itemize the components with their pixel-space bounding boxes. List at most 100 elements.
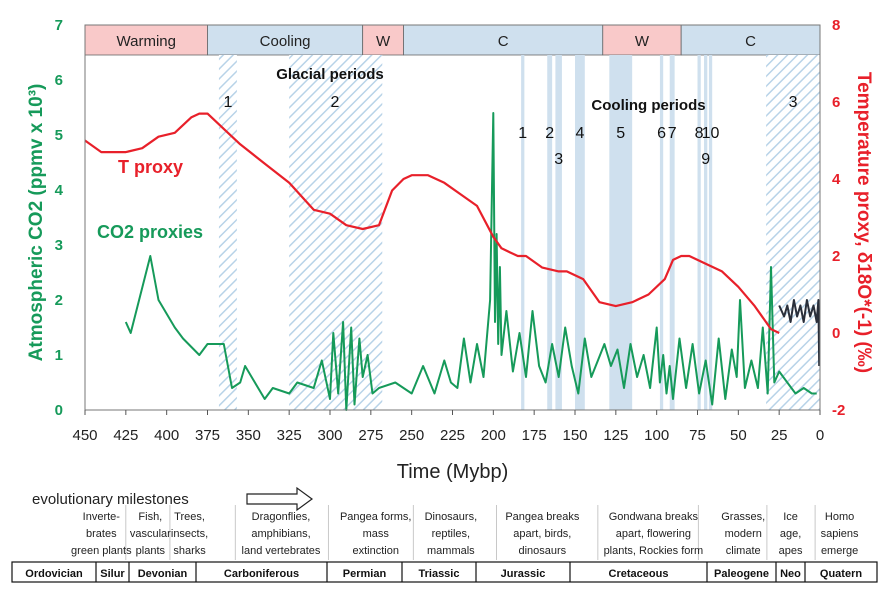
x-tick-label: 50 [730, 427, 747, 444]
y-left-tick-label: 2 [55, 292, 63, 309]
y-left-tick-label: 6 [55, 72, 63, 89]
x-tick-label: 200 [481, 427, 506, 444]
climate-band-label: W [376, 33, 391, 50]
cooling-period-region [669, 55, 675, 410]
climate-band-cool [403, 24, 604, 56]
y-left-tick-label: 3 [55, 237, 63, 254]
milestone-text: apart, birds, [513, 528, 571, 540]
milestone-text: Grasses, [721, 511, 765, 523]
cooling-period-number: 2 [545, 125, 554, 142]
y-right-tick-label: 4 [832, 171, 841, 188]
x-tick-label: 125 [603, 427, 628, 444]
glacial-period-region [218, 55, 237, 410]
x-tick-label: 400 [154, 427, 179, 444]
milestone-text: insects, [171, 528, 208, 540]
y-right-tick-label: 6 [832, 94, 840, 111]
milestone-text: Gondwana breaks [609, 511, 699, 523]
y-right-tick-label: 2 [832, 248, 840, 265]
cooling-period-region [697, 55, 701, 410]
climate-band-warm [602, 24, 682, 56]
y-left-tick-label: 7 [55, 17, 63, 34]
milestone-text: extinction [352, 545, 398, 557]
climate-band-label: W [635, 33, 650, 50]
milestone-text: modern [725, 528, 762, 540]
milestone-text: plants, Rockies form [604, 545, 704, 557]
y-right-axis-title: Temperature proxy, δ18O*(-1) (‰) [853, 72, 874, 373]
x-tick-label: 275 [358, 427, 383, 444]
y-right-tick-label: 8 [832, 17, 840, 34]
y-left-tick-label: 1 [55, 347, 63, 364]
climate-band-label: Cooling [260, 33, 311, 50]
milestone-text: Dragonflies, [252, 511, 311, 523]
milestone-text: Homo [825, 511, 854, 523]
milestone-text: reptiles, [432, 528, 471, 540]
cooling-period-number: 10 [702, 125, 720, 142]
x-tick-label: 150 [562, 427, 587, 444]
x-tick-label: 225 [440, 427, 465, 444]
milestone-text: Ice [783, 511, 798, 523]
milestone-text: Dinosaurs, [425, 511, 478, 523]
glacial-periods-title: Glacial periods [276, 66, 384, 83]
cooling-period-region [609, 55, 633, 410]
x-tick-label: 25 [771, 427, 788, 444]
glacial-period-number: 3 [789, 94, 798, 111]
glacial-period-number: 1 [223, 94, 232, 111]
cooling-period-region [521, 55, 525, 410]
x-tick-label: 300 [317, 427, 342, 444]
milestone-text: green plants [71, 545, 132, 557]
geologic-period-label: Triassic [419, 568, 460, 580]
evolutionary-milestones-label: evolutionary milestones [32, 491, 189, 508]
x-axis-title: Time (Mybp) [397, 461, 508, 483]
milestone-text: sharks [173, 545, 206, 557]
milestone-text: apart, flowering [616, 528, 691, 540]
milestone-text: apes [779, 545, 803, 557]
geologic-period-label: Carboniferous [224, 568, 299, 580]
x-tick-label: 250 [399, 427, 424, 444]
x-tick-label: 325 [277, 427, 302, 444]
climate-band-cool [680, 24, 821, 56]
milestone-text: emerge [821, 545, 858, 557]
x-tick-label: 375 [195, 427, 220, 444]
milestone-text: Inverte- [83, 511, 121, 523]
milestone-text: Pangea breaks [505, 511, 579, 523]
x-tick-label: 175 [522, 427, 547, 444]
cooling-period-number: 9 [701, 151, 710, 168]
geologic-period-label: Cretaceous [609, 568, 669, 580]
milestone-text: amphibians, [251, 528, 310, 540]
milestone-text: land vertebrates [242, 545, 321, 557]
co2-recent-line [778, 299, 821, 367]
cooling-period-region [555, 55, 562, 410]
x-tick-label: 0 [816, 427, 824, 444]
cooling-period-number: 8 [695, 125, 704, 142]
cooling-period-number: 7 [668, 125, 677, 142]
cooling-period-number: 4 [575, 125, 584, 142]
cooling-period-region [575, 55, 585, 410]
milestone-text: Pangea forms, [340, 511, 412, 523]
geologic-period-label: Quatern [820, 568, 862, 580]
geologic-period-label: Neo [780, 568, 801, 580]
y-left-tick-label: 4 [55, 182, 64, 199]
climate-band-label: C [745, 33, 756, 50]
glacial-period-number: 2 [330, 94, 339, 111]
milestone-text: mass [363, 528, 390, 540]
geologic-period-label: Permian [343, 568, 387, 580]
milestone-text: dinosaurs [518, 545, 566, 557]
y-left-axis-title: Atmospheric CO2 (ppmv x 10³) [26, 84, 47, 362]
cooling-period-number: 6 [657, 125, 666, 142]
geologic-period-label: Silur [100, 568, 125, 580]
geologic-period-label: Ordovician [25, 568, 83, 580]
x-tick-label: 75 [689, 427, 706, 444]
geologic-period-label: Jurassic [501, 568, 546, 580]
cooling-period-region [659, 55, 664, 410]
y-right-tick-label: 0 [832, 325, 840, 342]
x-tick-label: 425 [113, 427, 138, 444]
x-tick-label: 350 [236, 427, 261, 444]
climate-band-label: Warming [117, 33, 176, 50]
milestone-text: plants [136, 545, 166, 557]
glacial-period-region [766, 55, 820, 410]
geologic-period-label: Devonian [138, 568, 188, 580]
milestone-text: sapiens [821, 528, 859, 540]
milestone-text: Trees, [174, 511, 205, 523]
cooling-period-number: 1 [518, 125, 527, 142]
